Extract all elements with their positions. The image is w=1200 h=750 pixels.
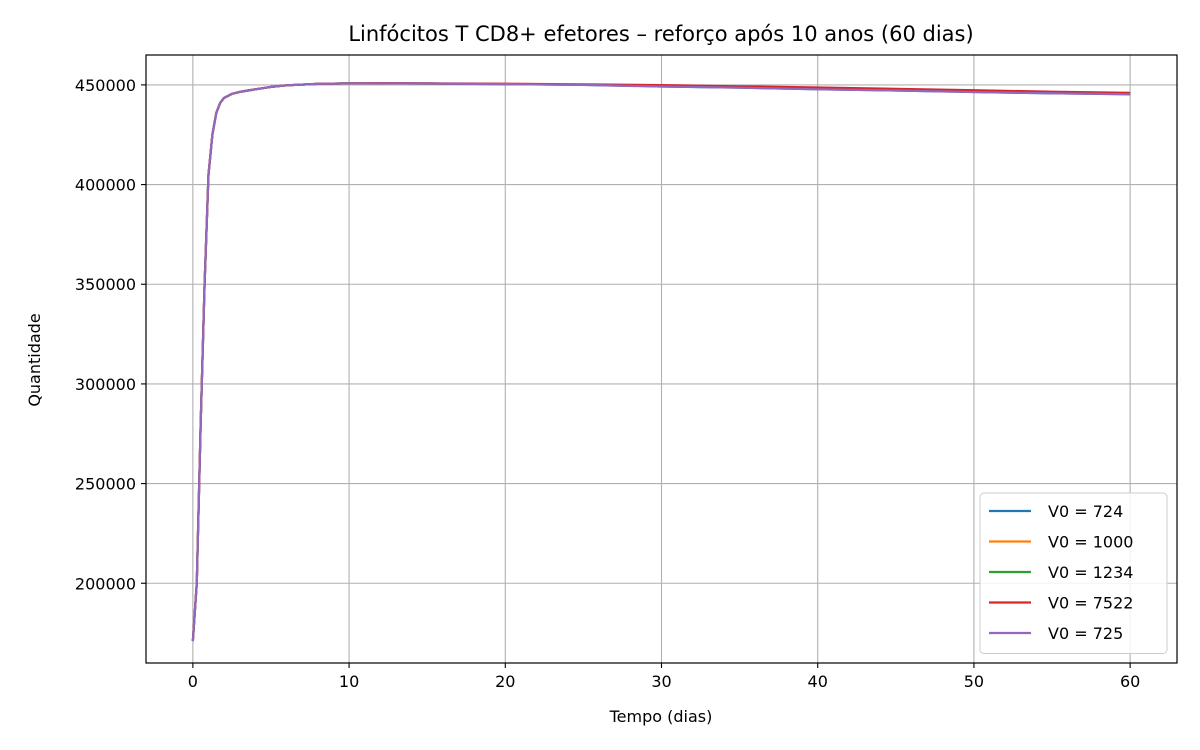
legend-entry-label: V0 = 1234	[1048, 563, 1133, 582]
legend-entry-label: V0 = 1000	[1048, 533, 1133, 552]
x-tick-label: 10	[339, 672, 359, 691]
plot-lines	[191, 82, 1131, 642]
chart-title: Linfócitos T CD8+ efetores – reforço apó…	[348, 22, 973, 46]
x-tick-label: 0	[188, 672, 198, 691]
x-tick-label: 20	[495, 672, 515, 691]
y-tick-label: 350000	[75, 275, 136, 294]
legend-box	[979, 492, 1168, 654]
y-tick-label: 250000	[75, 475, 136, 494]
axis-ticks: 0 10 20 30 40 50 60 200000 250000 300000 350000 400…	[75, 76, 1140, 691]
y-axis-label: Quantidade	[25, 313, 44, 406]
x-tick-label: 60	[1120, 672, 1140, 691]
grid	[146, 55, 1177, 663]
legend-entry-label: V0 = 725	[1048, 624, 1123, 643]
y-tick-label: 450000	[75, 76, 136, 95]
legend-entry-label: V0 = 724	[1048, 502, 1123, 521]
x-axis-label: Tempo (dias)	[609, 707, 713, 726]
x-tick-label: 30	[651, 672, 671, 691]
y-tick-label: 300000	[75, 375, 136, 394]
y-tick-label: 200000	[75, 574, 136, 593]
series-line-5	[191, 82, 1131, 642]
legend-entry-label: V0 = 7522	[1048, 594, 1133, 613]
x-tick-label: 40	[808, 672, 828, 691]
legend: V0 = 724 V0 = 1000 V0 = 1234 V0 = 7522 V0 = …	[979, 492, 1168, 654]
y-tick-label: 400000	[75, 176, 136, 195]
x-tick-label: 50	[964, 672, 984, 691]
